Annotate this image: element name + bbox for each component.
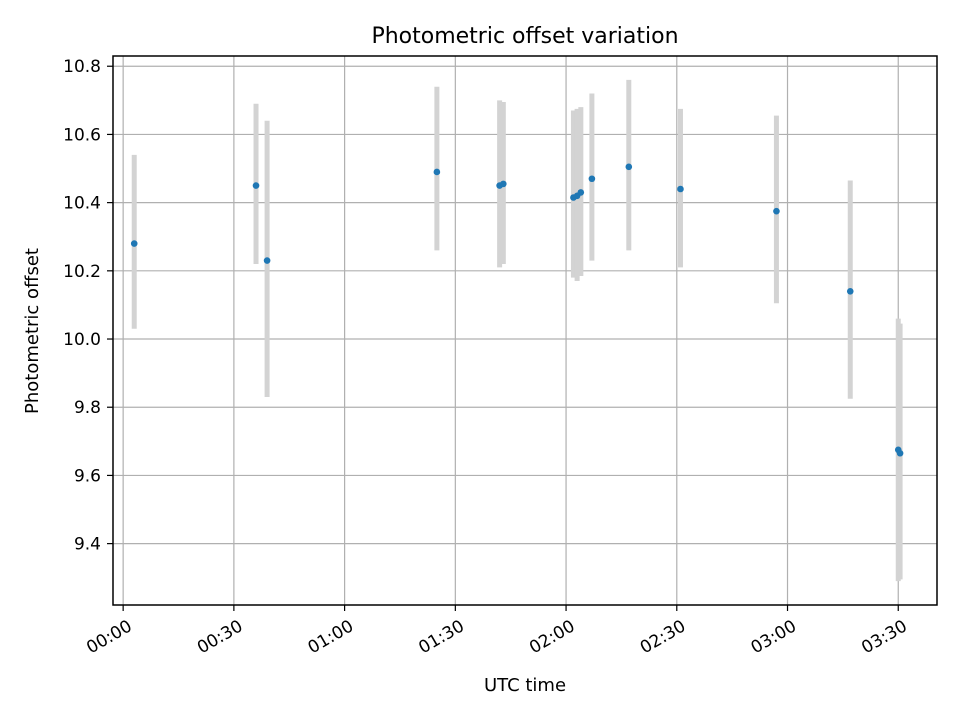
y-tick-label: 10.4 [63, 194, 101, 214]
data-point [677, 185, 684, 193]
x-tick-label: 02:00 [526, 616, 578, 658]
data-point [588, 175, 596, 183]
y-tick-label: 10.2 [63, 262, 101, 282]
data-point [577, 189, 585, 196]
x-axis-label: UTC time [484, 675, 566, 696]
x-tick-label: 00:00 [83, 616, 135, 658]
y-tick-label: 10.0 [63, 330, 101, 350]
data-point [846, 287, 854, 295]
data-point [896, 449, 904, 457]
data-point [252, 182, 260, 189]
data-point [263, 257, 271, 264]
x-tick-label: 01:30 [415, 616, 467, 658]
x-tick-label: 02:30 [637, 616, 689, 658]
y-axis-ticks: 9.4 9.6 9.8 10.0 10.2 10.4 10.6 10.8 [63, 57, 113, 555]
y-tick-label: 9.4 [74, 535, 101, 555]
data-point [433, 168, 441, 176]
x-tick-label: 03:30 [858, 616, 910, 658]
x-tick-label: 01:00 [305, 616, 357, 658]
chart-title: Photometric offset variation [371, 24, 678, 49]
data-point [773, 207, 780, 215]
y-tick-label: 10.6 [63, 125, 101, 145]
error-bars [131, 79, 903, 582]
data-point [500, 180, 507, 188]
y-tick-label: 9.8 [74, 398, 101, 418]
plot-frame [112, 55, 938, 606]
data-point [625, 163, 633, 171]
x-tick-label: 00:30 [194, 616, 246, 658]
x-tick-label: 03:00 [748, 616, 800, 658]
data-points [130, 163, 904, 457]
y-tick-label: 9.6 [74, 466, 101, 486]
y-tick-label: 10.8 [63, 57, 101, 77]
x-axis-ticks: 00:00 00:30 01:00 01:30 02:00 02:30 03:00 03:30 [83, 605, 911, 658]
grid [113, 56, 937, 605]
y-axis-label: Photometric offset [22, 248, 43, 414]
data-point [130, 240, 138, 247]
